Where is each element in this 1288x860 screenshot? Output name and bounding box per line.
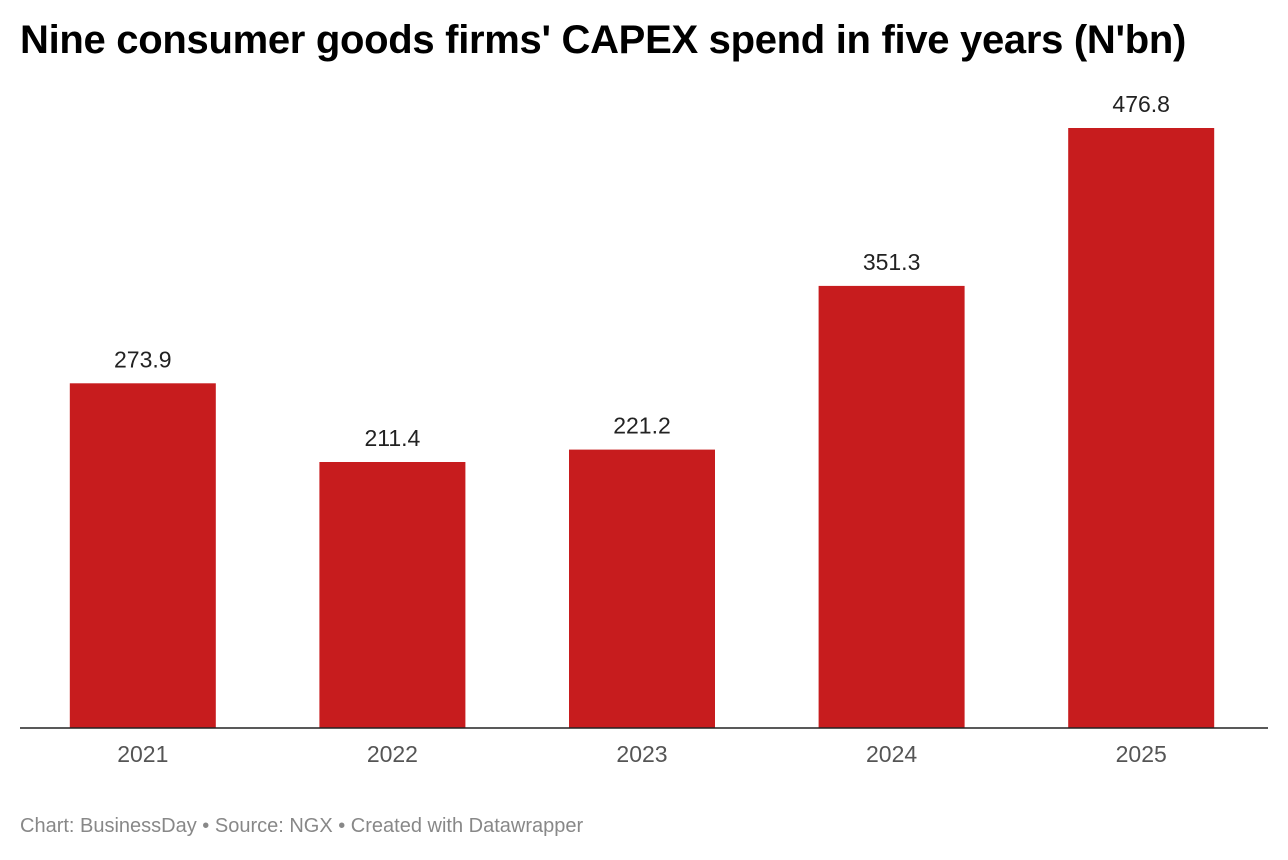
value-label-2024: 351.3 [863, 249, 921, 275]
chart-footer: Chart: BusinessDay • Source: NGX • Creat… [20, 815, 583, 838]
value-label-2025: 476.8 [1112, 91, 1170, 117]
x-tick-label-2024: 2024 [866, 741, 917, 767]
value-labels-group: 273.9 211.4 221.2 351.3 476.8 [114, 91, 1170, 451]
bar-2021 [70, 383, 216, 728]
bar-2025 [1068, 128, 1214, 728]
value-label-2023: 221.2 [613, 413, 671, 439]
bar-2024 [819, 286, 965, 728]
x-tick-label-2023: 2023 [616, 741, 667, 767]
bar-2023 [569, 450, 715, 728]
value-label-2022: 211.4 [364, 425, 420, 451]
bar-2022 [319, 462, 465, 728]
x-tick-label-2021: 2021 [117, 741, 168, 767]
value-label-2021: 273.9 [114, 346, 172, 372]
x-tick-label-2022: 2022 [367, 741, 418, 767]
x-tick-labels-group: 2021 2022 2023 2024 2025 [117, 741, 1167, 767]
x-tick-label-2025: 2025 [1116, 741, 1167, 767]
